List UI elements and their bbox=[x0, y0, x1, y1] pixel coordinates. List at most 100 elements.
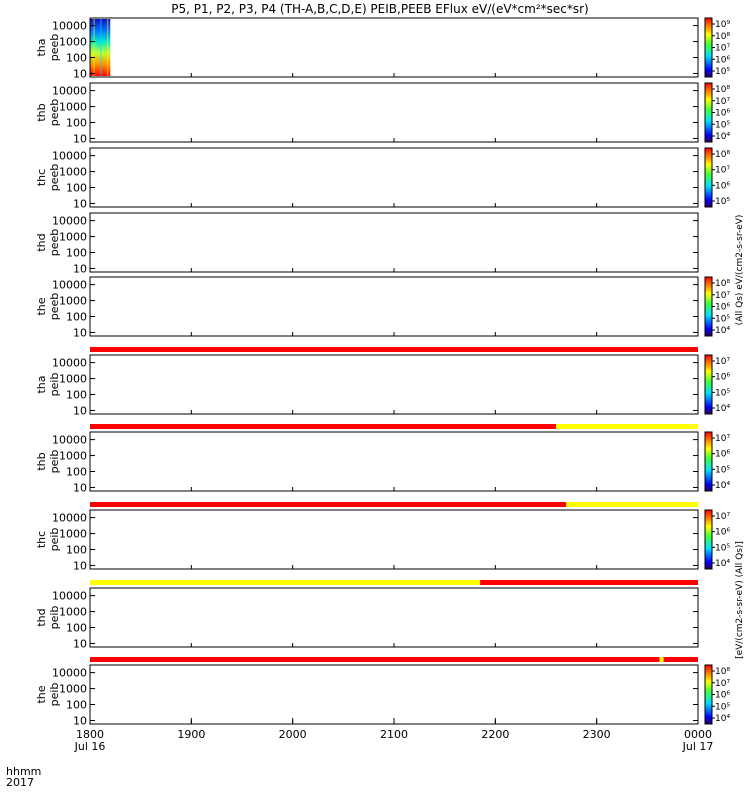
panel-ylabel-inst: peeb bbox=[48, 34, 61, 62]
colorbar bbox=[704, 431, 713, 492]
y-tick-label: 1000 bbox=[59, 606, 87, 619]
colorbar-tick-label: 10⁴ bbox=[715, 481, 730, 491]
colorbar-units-peeb: (All Qs) eV/(cm2-s-sr-eV) bbox=[735, 215, 745, 326]
panel-ylabel-inst: peeb bbox=[48, 293, 61, 321]
colorbar bbox=[704, 509, 713, 570]
panel-ylabel-probe: thd bbox=[35, 608, 48, 626]
y-tick-label: 100 bbox=[66, 311, 87, 324]
y-tick-label: 10000 bbox=[52, 512, 87, 525]
y-tick-label: 10000 bbox=[52, 20, 87, 33]
spectrogram-streak bbox=[100, 19, 102, 76]
panel-background bbox=[90, 83, 698, 142]
y-tick-label: 10000 bbox=[52, 667, 87, 680]
colorbar bbox=[704, 17, 713, 78]
mode-bar-segment bbox=[556, 424, 698, 429]
y-tick-label: 100 bbox=[66, 466, 87, 479]
y-tick-label: 10 bbox=[73, 67, 87, 80]
panel-background bbox=[90, 213, 698, 272]
panel-background bbox=[90, 510, 698, 569]
y-tick-label: 10000 bbox=[52, 150, 87, 163]
panel-ylabel-probe: the bbox=[35, 297, 48, 315]
x-tick-label: 2300 bbox=[583, 728, 611, 741]
y-tick-label: 10 bbox=[73, 197, 87, 210]
spectrogram-streak bbox=[106, 19, 109, 76]
mode-bar bbox=[90, 580, 698, 585]
y-tick-label: 1000 bbox=[59, 373, 87, 386]
y-tick-label: 100 bbox=[66, 247, 87, 260]
panel-thd-peeb: 10 100 1000 10000 thd peeb bbox=[35, 212, 699, 275]
panel-ylabel-probe: tha bbox=[35, 38, 48, 56]
y-tick-label: 100 bbox=[66, 52, 87, 65]
colorbar-tick-label: 10⁵ bbox=[715, 314, 730, 324]
y-tick-label: 10000 bbox=[52, 357, 87, 370]
panel-thd-peib: 10 100 1000 10000 thd peib bbox=[35, 587, 699, 650]
colorbar-tick-label: 10⁸ bbox=[715, 667, 730, 677]
mode-bar bbox=[90, 657, 698, 662]
panel-ylabel-inst: peib bbox=[48, 528, 61, 552]
y-tick-label: 1000 bbox=[59, 528, 87, 541]
panel-thc-peeb: 10 100 1000 10000 thc peeb 10⁵ 10⁶ 10⁷ 10⁸ bbox=[35, 147, 730, 210]
mode-bar-stack bbox=[90, 347, 698, 662]
axis-footer-year: 2017 bbox=[6, 776, 34, 789]
panel-thc-peib: 10 100 1000 10000 thc peib 10⁴ 10⁵ 10⁶ 10⁷ bbox=[35, 509, 730, 572]
figure-title: P5, P1, P2, P3, P4 (TH-A,B,C,D,E) PEIB,P… bbox=[171, 2, 588, 16]
y-tick-label: 1000 bbox=[59, 295, 87, 308]
colorbar-units-peib: [eV/(cm2-s-sr-eV) (All Qs)] bbox=[735, 541, 745, 659]
colorbar bbox=[704, 354, 713, 415]
colorbar-tick-label: 10⁵ bbox=[715, 543, 730, 553]
y-tick-label: 1000 bbox=[59, 683, 87, 696]
colorbar bbox=[704, 276, 713, 337]
panel-ylabel-probe: thb bbox=[35, 103, 48, 121]
panel-ylabel-inst: peeb bbox=[48, 99, 61, 127]
mode-bar-segment bbox=[90, 580, 481, 585]
colorbar-tick-label: 10⁷ bbox=[715, 291, 730, 301]
mode-bar-segment bbox=[90, 347, 698, 352]
y-tick-label: 10000 bbox=[52, 215, 87, 228]
panel-ylabel-probe: thb bbox=[35, 452, 48, 470]
colorbar bbox=[704, 82, 713, 143]
colorbar-tick-label: 10⁷ bbox=[715, 679, 730, 689]
colorbar-tick-label: 10⁷ bbox=[715, 166, 730, 176]
colorbar-tick-label: 10⁸ bbox=[715, 150, 730, 160]
y-tick-label: 100 bbox=[66, 699, 87, 712]
y-tick-label: 100 bbox=[66, 117, 87, 130]
panel-ylabel-inst: peib bbox=[48, 450, 61, 474]
panel-background bbox=[90, 432, 698, 491]
y-tick-label: 10 bbox=[73, 559, 87, 572]
colorbar-tick-label: 10⁵ bbox=[715, 702, 730, 712]
mode-bar-segment bbox=[90, 424, 557, 429]
x-tick-label: 2000 bbox=[279, 728, 307, 741]
panel-ylabel-probe: thc bbox=[35, 531, 48, 548]
y-tick-label: 10 bbox=[73, 714, 87, 727]
panel-background bbox=[90, 588, 698, 647]
spectrogram-streak bbox=[93, 19, 95, 76]
colorbar-tick-label: 10⁴ bbox=[715, 132, 730, 142]
y-tick-label: 100 bbox=[66, 544, 87, 557]
colorbar-tick-label: 10⁵ bbox=[715, 197, 730, 207]
x-tick-label: 2200 bbox=[481, 728, 509, 741]
panel-ylabel-inst: peib bbox=[48, 373, 61, 397]
mode-bar bbox=[90, 347, 698, 352]
panel-tha-peib: 10 100 1000 10000 tha peib 10⁴ 10⁵ 10⁶ 10⁷ bbox=[35, 354, 730, 417]
mode-bar-segment bbox=[90, 657, 660, 662]
colorbar-tick-label: 10⁸ bbox=[715, 32, 730, 42]
colorbar-tick-label: 10⁶ bbox=[715, 109, 730, 119]
y-tick-label: 10 bbox=[73, 481, 87, 494]
mode-bar-segment bbox=[566, 502, 698, 507]
y-tick-label: 10 bbox=[73, 262, 87, 275]
colorbar-tick-label: 10⁷ bbox=[715, 97, 730, 107]
y-tick-label: 10000 bbox=[52, 85, 87, 98]
panel-thb-peib: 10 100 1000 10000 thb peib 10⁴ 10⁵ 10⁶ 10⁷ bbox=[35, 431, 730, 494]
panel-background bbox=[90, 18, 698, 77]
colorbar-tick-label: 10⁷ bbox=[715, 44, 730, 54]
colorbar-tick-label: 10⁶ bbox=[715, 181, 730, 191]
y-tick-label: 10 bbox=[73, 404, 87, 417]
colorbar-tick-label: 10⁷ bbox=[715, 434, 730, 444]
colorbar-tick-label: 10⁵ bbox=[715, 465, 730, 475]
panel-ylabel-probe: the bbox=[35, 685, 48, 703]
